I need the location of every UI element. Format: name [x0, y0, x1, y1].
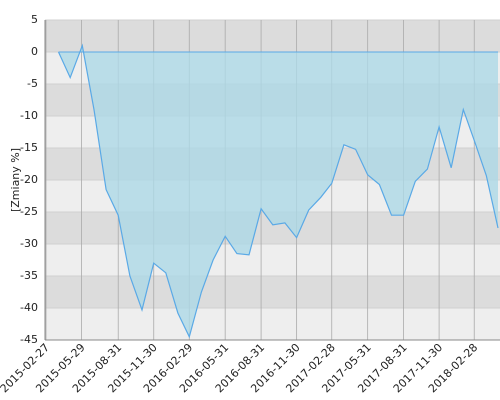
y-tick-label: -35 — [20, 269, 38, 282]
y-tick-label: -40 — [20, 301, 38, 314]
band — [45, 244, 500, 276]
band — [45, 276, 500, 308]
y-tick-label: -10 — [20, 109, 38, 122]
y-tick-label: -25 — [20, 205, 38, 218]
y-axis-title: [Zmiany %] — [9, 148, 22, 212]
area — [58, 45, 498, 337]
band — [45, 308, 500, 340]
y-tick-label: -45 — [20, 333, 38, 346]
y-tick-label: -30 — [20, 237, 38, 250]
line — [57, 43, 499, 339]
y-tick-label: -5 — [27, 77, 38, 90]
y-tick-label: 0 — [31, 45, 38, 58]
band — [45, 20, 500, 52]
y-tick-label: -15 — [20, 141, 38, 154]
y-tick-label: 5 — [31, 13, 38, 26]
y-tick-label: -20 — [20, 173, 38, 186]
